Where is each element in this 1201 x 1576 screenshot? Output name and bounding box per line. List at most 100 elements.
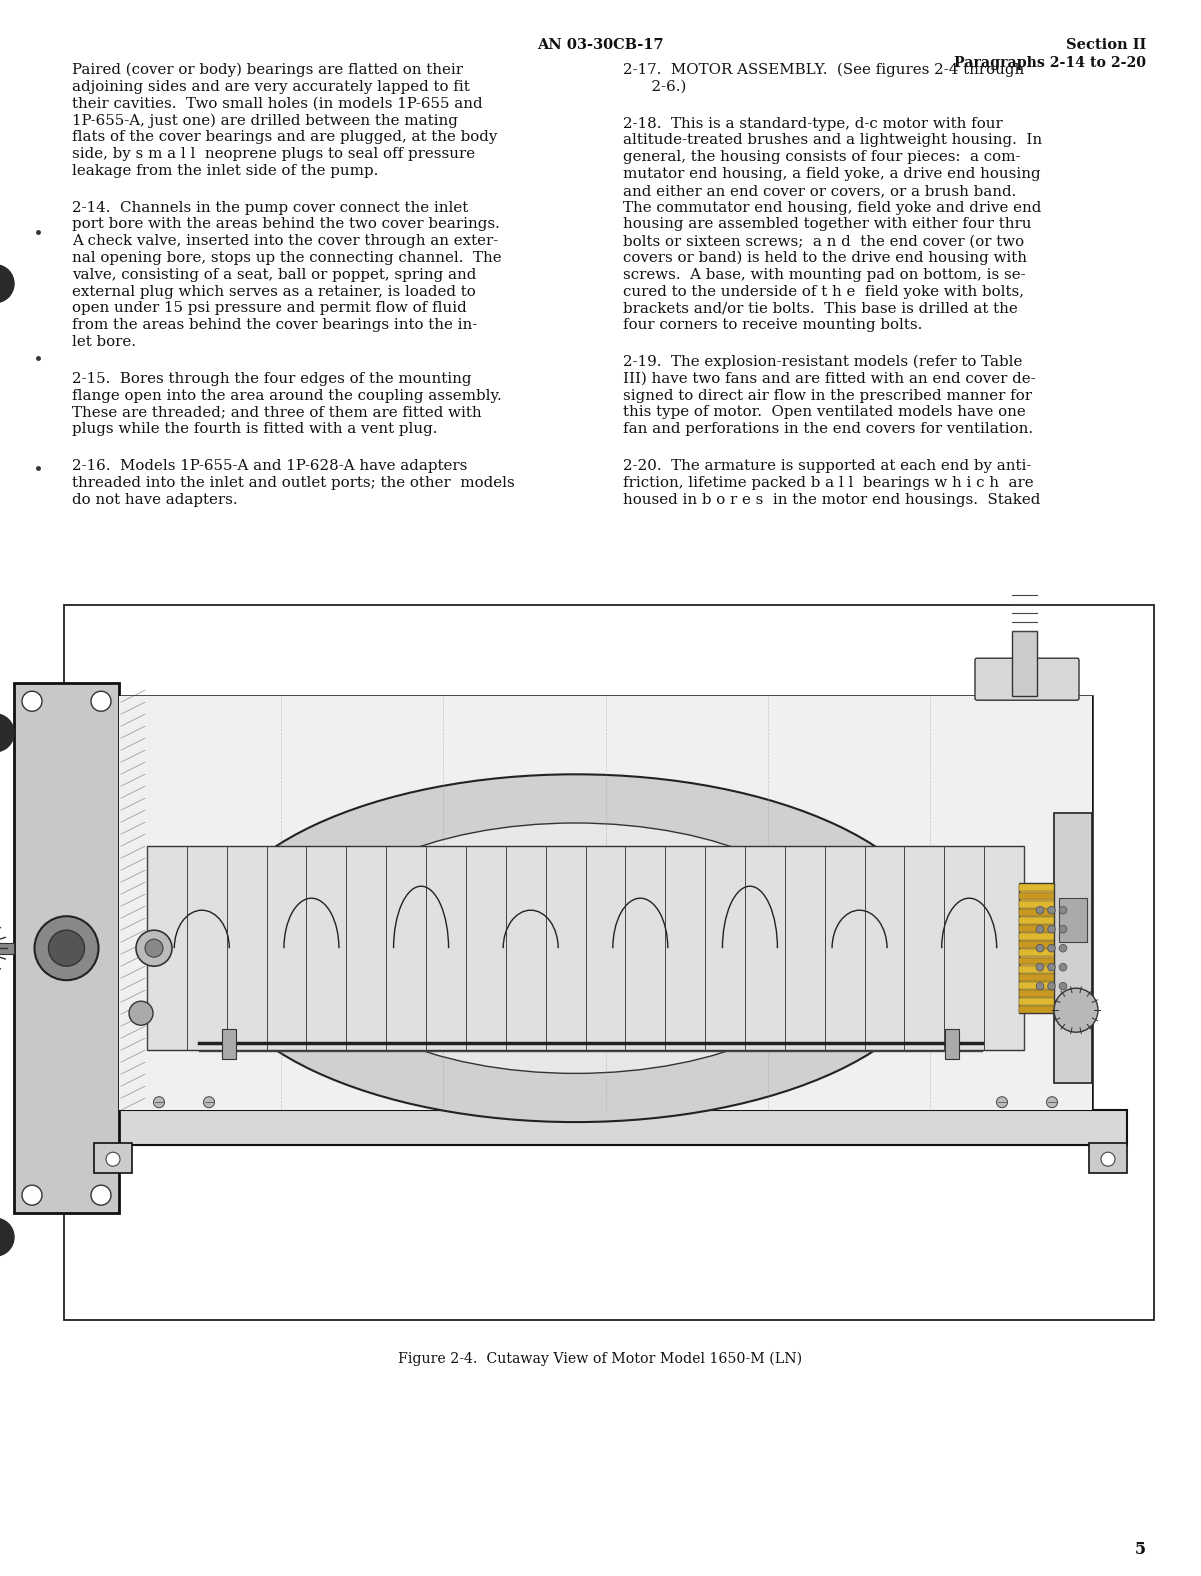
Circle shape — [1036, 963, 1044, 971]
Text: These are threaded; and three of them are fitted with: These are threaded; and three of them ar… — [72, 405, 482, 419]
Bar — [1018, 990, 1054, 998]
Circle shape — [91, 1185, 110, 1206]
Bar — [1018, 883, 1054, 1013]
Text: III) have two fans and are fitted with an end cover de-: III) have two fans and are fitted with a… — [623, 372, 1035, 386]
Circle shape — [1036, 982, 1044, 990]
Bar — [1054, 813, 1092, 1083]
Circle shape — [0, 265, 14, 303]
Text: fan and perforations in the end covers for ventilation.: fan and perforations in the end covers f… — [623, 422, 1033, 437]
Bar — [64, 605, 1154, 1321]
Text: nal opening bore, stops up the connecting channel.  The: nal opening bore, stops up the connectin… — [72, 251, 502, 265]
Circle shape — [1036, 925, 1044, 933]
Text: valve, consisting of a seat, ball or poppet, spring and: valve, consisting of a seat, ball or pop… — [72, 268, 477, 282]
Circle shape — [136, 930, 172, 966]
Circle shape — [1059, 944, 1066, 952]
Ellipse shape — [310, 823, 842, 1073]
Text: Section II: Section II — [1065, 38, 1146, 52]
Text: AN 03-30CB-17: AN 03-30CB-17 — [537, 38, 664, 52]
Text: flange open into the area around the coupling assembly.: flange open into the area around the cou… — [72, 389, 502, 402]
Ellipse shape — [205, 774, 945, 1122]
Circle shape — [0, 1218, 14, 1256]
Circle shape — [1046, 1097, 1058, 1108]
Text: port bore with the areas behind the two cover bearings.: port bore with the areas behind the two … — [72, 217, 500, 232]
Circle shape — [1047, 944, 1056, 952]
Bar — [1089, 1143, 1127, 1173]
Text: Figure 2-4.  Cutaway View of Motor Model 1650-M (LN): Figure 2-4. Cutaway View of Motor Model … — [399, 1352, 802, 1366]
Text: 2-17.  MOTOR ASSEMBLY.  (See figures 2-4 through: 2-17. MOTOR ASSEMBLY. (See figures 2-4 t… — [623, 63, 1024, 77]
Bar — [1018, 958, 1054, 965]
Circle shape — [22, 1185, 42, 1206]
Circle shape — [1059, 963, 1066, 971]
Text: 2-16.  Models 1P-655-A and 1P-628-A have adapters: 2-16. Models 1P-655-A and 1P-628-A have … — [72, 459, 467, 473]
Text: plugs while the fourth is fitted with a vent plug.: plugs while the fourth is fitted with a … — [72, 422, 437, 437]
Text: let bore.: let bore. — [72, 336, 136, 348]
Circle shape — [1036, 944, 1044, 952]
Bar — [14, 684, 119, 1214]
Bar — [1018, 941, 1054, 949]
Bar — [1012, 632, 1036, 697]
Text: 2-6.): 2-6.) — [623, 80, 686, 95]
Bar — [0, 942, 14, 953]
Text: bolts or sixteen screws;  a n d  the end cover (or two: bolts or sixteen screws; a n d the end c… — [623, 235, 1024, 247]
Bar — [945, 1029, 960, 1059]
Circle shape — [1059, 906, 1066, 914]
Circle shape — [1054, 988, 1098, 1032]
Text: from the areas behind the cover bearings into the in-: from the areas behind the cover bearings… — [72, 318, 477, 333]
Circle shape — [106, 1152, 120, 1166]
Circle shape — [1036, 906, 1044, 914]
Text: brackets and/or tie bolts.  This base is drilled at the: brackets and/or tie bolts. This base is … — [623, 301, 1017, 315]
Bar — [1018, 1007, 1054, 1013]
Text: open under 15 psi pressure and permit flow of fluid: open under 15 psi pressure and permit fl… — [72, 301, 467, 315]
Circle shape — [1047, 906, 1056, 914]
Text: mutator end housing, a field yoke, a drive end housing: mutator end housing, a field yoke, a dri… — [623, 167, 1040, 181]
Bar — [94, 1110, 1127, 1146]
Bar — [222, 1029, 237, 1059]
Circle shape — [129, 1001, 153, 1026]
Text: The commutator end housing, field yoke and drive end: The commutator end housing, field yoke a… — [623, 200, 1041, 214]
Circle shape — [48, 930, 84, 966]
Text: and either an end cover or covers, or a brush band.: and either an end cover or covers, or a … — [623, 184, 1016, 199]
Text: Paragraphs 2-14 to 2-20: Paragraphs 2-14 to 2-20 — [954, 57, 1146, 71]
Text: 1P-655-A, just one) are drilled between the mating: 1P-655-A, just one) are drilled between … — [72, 113, 458, 128]
Bar — [1018, 966, 1054, 972]
Text: flats of the cover bearings and are plugged, at the body: flats of the cover bearings and are plug… — [72, 131, 497, 143]
Text: 2-18.  This is a standard-type, d-c motor with four: 2-18. This is a standard-type, d-c motor… — [623, 117, 1003, 131]
Bar — [1018, 909, 1054, 916]
Circle shape — [1059, 925, 1066, 933]
Text: side, by s m a l l  neoprene plugs to seal off pressure: side, by s m a l l neoprene plugs to sea… — [72, 147, 476, 161]
Circle shape — [203, 1097, 215, 1108]
Text: leakage from the inlet side of the pump.: leakage from the inlet side of the pump. — [72, 164, 378, 178]
Circle shape — [145, 939, 163, 957]
Circle shape — [22, 692, 42, 711]
Text: this type of motor.  Open ventilated models have one: this type of motor. Open ventilated mode… — [623, 405, 1026, 419]
Text: signed to direct air flow in the prescribed manner for: signed to direct air flow in the prescri… — [623, 389, 1032, 402]
Text: do not have adapters.: do not have adapters. — [72, 493, 238, 506]
Text: 5: 5 — [1135, 1541, 1146, 1559]
Bar — [119, 697, 1092, 1110]
Circle shape — [1047, 982, 1056, 990]
Text: 2-14.  Channels in the pump cover connect the inlet: 2-14. Channels in the pump cover connect… — [72, 200, 468, 214]
Bar — [147, 846, 1024, 1050]
Text: general, the housing consists of four pieces:  a com-: general, the housing consists of four pi… — [623, 150, 1021, 164]
Text: friction, lifetime packed b a l l  bearings w h i c h  are: friction, lifetime packed b a l l bearin… — [623, 476, 1034, 490]
Text: adjoining sides and are very accurately lapped to fit: adjoining sides and are very accurately … — [72, 80, 470, 95]
Circle shape — [997, 1097, 1008, 1108]
Text: their cavities.  Two small holes (in models 1P-655 and: their cavities. Two small holes (in mode… — [72, 96, 483, 110]
Circle shape — [154, 1097, 165, 1108]
Text: covers or band) is held to the drive end housing with: covers or band) is held to the drive end… — [623, 251, 1027, 265]
Text: A check valve, inserted into the cover through an exter-: A check valve, inserted into the cover t… — [72, 235, 498, 247]
Circle shape — [1047, 925, 1056, 933]
Text: external plug which serves as a retainer, is loaded to: external plug which serves as a retainer… — [72, 285, 476, 298]
Bar — [1018, 925, 1054, 931]
Text: 2-15.  Bores through the four edges of the mounting: 2-15. Bores through the four edges of th… — [72, 372, 472, 386]
Bar — [1059, 898, 1087, 942]
Circle shape — [91, 692, 110, 711]
Text: screws.  A base, with mounting pad on bottom, is se-: screws. A base, with mounting pad on bot… — [623, 268, 1026, 282]
Bar — [1018, 982, 1054, 988]
Text: 2-19.  The explosion-resistant models (refer to Table: 2-19. The explosion-resistant models (re… — [623, 355, 1022, 369]
Bar — [119, 697, 1092, 1110]
Text: Paired (cover or body) bearings are flatted on their: Paired (cover or body) bearings are flat… — [72, 63, 464, 77]
Bar — [1018, 884, 1054, 892]
Text: four corners to receive mounting bolts.: four corners to receive mounting bolts. — [623, 318, 922, 333]
Text: cured to the underside of t h e  field yoke with bolts,: cured to the underside of t h e field yo… — [623, 285, 1024, 298]
